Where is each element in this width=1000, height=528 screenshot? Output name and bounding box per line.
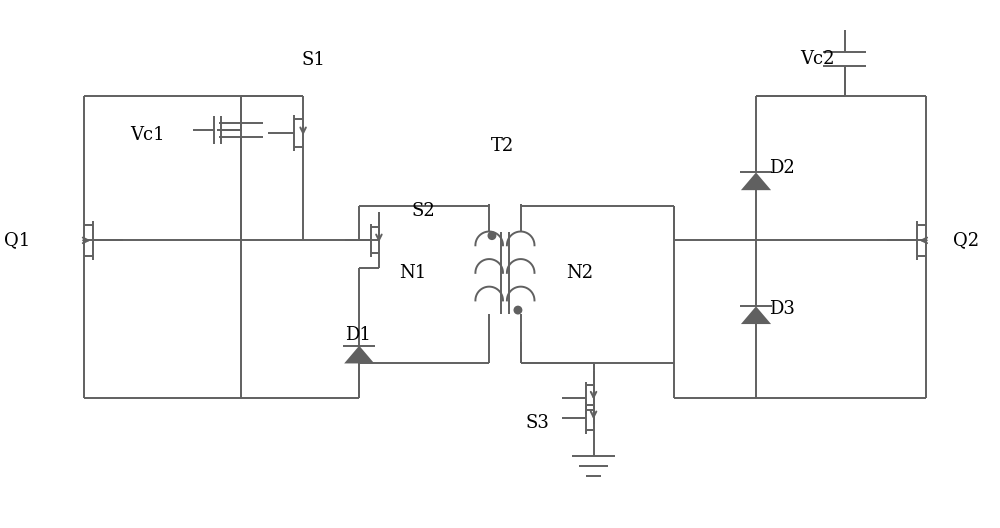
Text: Vc2: Vc2 [800,50,835,68]
Circle shape [488,232,496,239]
Polygon shape [741,173,771,190]
Polygon shape [344,346,374,363]
Text: D2: D2 [769,158,795,176]
Text: N2: N2 [566,264,593,282]
Polygon shape [741,306,771,324]
Text: N1: N1 [399,264,426,282]
Text: D1: D1 [345,326,371,344]
Circle shape [514,306,522,314]
Text: S2: S2 [411,202,435,220]
Text: Q2: Q2 [953,231,979,249]
Text: S1: S1 [301,51,325,69]
Text: Vc1: Vc1 [131,126,165,144]
Text: T2: T2 [491,137,515,155]
Text: Q1: Q1 [4,231,30,249]
Text: S3: S3 [525,414,549,432]
Text: D3: D3 [769,300,795,318]
